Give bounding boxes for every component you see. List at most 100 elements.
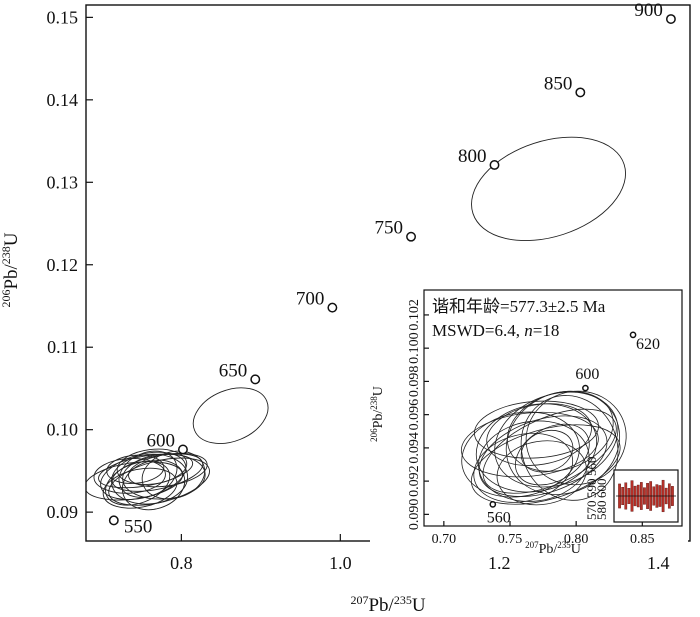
main-age-label-700: 700: [296, 289, 325, 310]
inset-age-marker-620: [629, 331, 637, 339]
main-error-ellipse-10: [93, 458, 166, 494]
inset-minor-label-570: 570: [584, 501, 599, 521]
main-age-marker-700: [327, 302, 338, 313]
main-x-label-sup2: 235: [394, 593, 412, 607]
inset-y-tick-label: 0.094: [407, 432, 422, 464]
main-age-marker-600: [178, 444, 188, 455]
main-x-label-sup: 207: [350, 593, 368, 607]
inset-age-label-600: 600: [575, 366, 599, 383]
inset-y-tick-label: 0.102: [407, 299, 422, 331]
inset-y-tick-label: 0.092: [407, 465, 422, 497]
main-error-ellipse-16: [141, 450, 206, 500]
main-error-ellipse-11: [108, 457, 210, 506]
main-x-tick-label: 1.0: [329, 553, 352, 573]
main-age-marker-800: [489, 160, 500, 170]
inset-age-label-620: 620: [636, 336, 660, 353]
inset-error-ellipse-3: [478, 420, 590, 502]
main-y-axis-label: 206Pb/238U: [0, 232, 22, 307]
main-age-label-550: 550: [124, 516, 153, 537]
main-x-label-base: Pb/: [368, 595, 394, 616]
main-y-tick-label: 0.09: [47, 502, 79, 522]
main-y-tick-label: 0.12: [47, 255, 79, 275]
main-y-tick-label: 0.11: [47, 337, 78, 357]
main-age-marker-650: [250, 374, 261, 385]
inset-y-tick-label: 0.096: [407, 399, 422, 431]
main-y-tick-label: 0.13: [47, 172, 79, 192]
inset-y-tick-label: 0.098: [407, 366, 422, 398]
inset-y-label-base2: U: [371, 386, 386, 396]
inset-error-ellipse-16: [473, 400, 599, 459]
main-y-tick-label: 0.15: [47, 7, 79, 27]
inset-x-tick-label: 0.70: [432, 532, 457, 547]
main-x-axis-label: 207Pb/235U: [350, 593, 425, 616]
main-ellipses: [86, 136, 627, 511]
main-error-ellipse-1: [192, 387, 269, 444]
inset-y-label-sup2: 238: [369, 396, 379, 410]
inset-x-tick-label: 0.75: [498, 532, 523, 547]
inset-age-marker-560: [489, 501, 497, 508]
main-age-label-900: 900: [634, 0, 663, 21]
main-error-ellipse-15: [116, 448, 188, 485]
inset-annotation-n-suffix: =18: [533, 321, 560, 340]
inset-age-markers: 560 600 620: [487, 331, 660, 526]
main-error-ellipse-13: [128, 452, 208, 488]
inset-x-label-base2: U: [571, 542, 581, 557]
inset-x-axis-label: 207Pb/235U: [525, 540, 581, 557]
inset-error-ellipse-5: [473, 432, 574, 503]
inset-error-ellipse-15: [525, 390, 627, 486]
inset-age-marker-600: [582, 384, 589, 392]
inset-age-label-560: 560: [487, 509, 511, 526]
main-error-ellipse-9: [121, 459, 186, 511]
main-x-tick-label: 0.8: [170, 553, 193, 573]
main-y-label-base: Pb/: [1, 263, 22, 289]
inset-error-ellipse-13: [506, 390, 614, 472]
inset-minor-label-590: 590: [584, 479, 599, 499]
main-age-marker-900: [665, 14, 676, 24]
main-error-ellipse-8: [98, 453, 194, 489]
main-age-label-800: 800: [458, 146, 487, 167]
inset-y-axis-label: 206Pb/238U: [369, 386, 386, 442]
inset-error-ellipse-12: [461, 411, 580, 498]
main-error-ellipse-17: [106, 454, 165, 484]
main-error-ellipse-14: [102, 467, 178, 509]
inset-error-ellipse-8: [470, 424, 621, 505]
main-x-label-base2: U: [412, 595, 426, 616]
inset-x-label-base: Pb/: [539, 542, 558, 557]
inset-error-ellipse-11: [515, 423, 590, 486]
main-y-tick-label: 0.14: [47, 90, 79, 110]
main-age-label-750: 750: [375, 218, 404, 239]
inset-annotation-mswd: MSWD=6.4, n=18: [432, 321, 559, 340]
main-y-label-sup: 206: [0, 290, 13, 308]
inset-annotation-mswd-prefix: MSWD=6.4,: [432, 321, 524, 340]
main-y-ticks: 0.09 0.10 0.11 0.12 0.13 0.14 0.15: [47, 7, 93, 522]
inset-weighted-mean-bars: [616, 479, 676, 513]
main-age-label-650: 650: [219, 360, 248, 381]
inset-error-ellipse-17: [520, 429, 574, 473]
inset-minor-labels: 570 590 560 580 600: [584, 457, 609, 521]
inset-annotation-n: n: [524, 321, 533, 340]
inset-y-tick-label: 0.100: [407, 332, 422, 364]
inset-x-label-sup2: 235: [557, 540, 571, 550]
main-y-label-sup2: 238: [0, 246, 13, 264]
inset-x-tick-label: 0.85: [630, 532, 655, 547]
inset-error-ellipse-14: [496, 440, 587, 506]
main-y-tick-label: 0.10: [47, 420, 79, 440]
main-y-label-base2: U: [1, 232, 22, 246]
inset-x-label-sup: 207: [525, 540, 539, 550]
main-x-ticks: 0.8 1.0 1.2 1.4: [170, 534, 669, 573]
main-age-label-600: 600: [146, 430, 175, 451]
inset-y-label-sup: 206: [369, 428, 379, 442]
main-age-markers: 550 600 650 700 750 800 850 900: [108, 0, 676, 537]
main-age-marker-550: [108, 515, 119, 526]
main-age-marker-850: [575, 87, 586, 98]
main-x-tick-label: 1.2: [488, 553, 511, 573]
inset-minor-label-600: 600: [594, 479, 609, 499]
main-error-ellipse-0: [471, 136, 627, 242]
main-x-tick-label: 1.4: [647, 553, 670, 573]
main-age-marker-750: [406, 231, 416, 242]
inset-ellipses: [460, 390, 627, 506]
inset-y-label-base: Pb/: [371, 410, 386, 429]
main-age-label-850: 850: [544, 73, 573, 94]
